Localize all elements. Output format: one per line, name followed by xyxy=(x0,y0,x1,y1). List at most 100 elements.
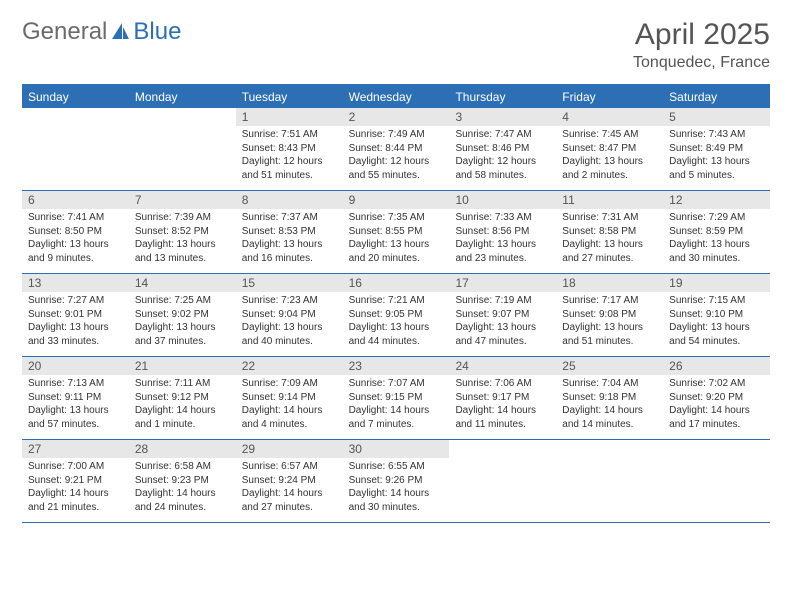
sunset-text: Sunset: 8:56 PM xyxy=(455,225,550,239)
sunset-text: Sunset: 8:49 PM xyxy=(669,142,764,156)
sunrise-text: Sunrise: 7:51 AM xyxy=(242,128,337,142)
calendar-day: 26Sunrise: 7:02 AMSunset: 9:20 PMDayligh… xyxy=(663,357,770,439)
daylight-text: Daylight: 12 hours and 51 minutes. xyxy=(242,155,337,182)
sunset-text: Sunset: 8:44 PM xyxy=(349,142,444,156)
calendar-day: 23Sunrise: 7:07 AMSunset: 9:15 PMDayligh… xyxy=(343,357,450,439)
calendar-day: 1Sunrise: 7:51 AMSunset: 8:43 PMDaylight… xyxy=(236,108,343,190)
calendar-day: 12Sunrise: 7:29 AMSunset: 8:59 PMDayligh… xyxy=(663,191,770,273)
sunrise-text: Sunrise: 7:25 AM xyxy=(135,294,230,308)
day-detail: Sunrise: 7:43 AMSunset: 8:49 PMDaylight:… xyxy=(663,126,770,182)
day-detail: Sunrise: 7:13 AMSunset: 9:11 PMDaylight:… xyxy=(22,375,129,431)
day-detail: Sunrise: 7:47 AMSunset: 8:46 PMDaylight:… xyxy=(449,126,556,182)
day-detail: Sunrise: 7:29 AMSunset: 8:59 PMDaylight:… xyxy=(663,209,770,265)
day-detail: Sunrise: 7:02 AMSunset: 9:20 PMDaylight:… xyxy=(663,375,770,431)
sunrise-text: Sunrise: 7:09 AM xyxy=(242,377,337,391)
day-number: 14 xyxy=(129,274,236,292)
day-detail: Sunrise: 7:04 AMSunset: 9:18 PMDaylight:… xyxy=(556,375,663,431)
day-number: 6 xyxy=(22,191,129,209)
sunset-text: Sunset: 8:55 PM xyxy=(349,225,444,239)
day-number: 15 xyxy=(236,274,343,292)
day-detail: Sunrise: 7:37 AMSunset: 8:53 PMDaylight:… xyxy=(236,209,343,265)
daylight-text: Daylight: 13 hours and 30 minutes. xyxy=(669,238,764,265)
sunrise-text: Sunrise: 7:21 AM xyxy=(349,294,444,308)
sunrise-text: Sunrise: 7:31 AM xyxy=(562,211,657,225)
sunset-text: Sunset: 9:05 PM xyxy=(349,308,444,322)
sunset-text: Sunset: 8:43 PM xyxy=(242,142,337,156)
daylight-text: Daylight: 14 hours and 7 minutes. xyxy=(349,404,444,431)
daylight-text: Daylight: 13 hours and 16 minutes. xyxy=(242,238,337,265)
sunset-text: Sunset: 8:50 PM xyxy=(28,225,123,239)
sunset-text: Sunset: 9:26 PM xyxy=(349,474,444,488)
calendar-day: 22Sunrise: 7:09 AMSunset: 9:14 PMDayligh… xyxy=(236,357,343,439)
sunset-text: Sunset: 8:59 PM xyxy=(669,225,764,239)
day-header: Tuesday xyxy=(236,86,343,108)
daylight-text: Daylight: 14 hours and 27 minutes. xyxy=(242,487,337,514)
day-number: 2 xyxy=(343,108,450,126)
sunrise-text: Sunrise: 7:13 AM xyxy=(28,377,123,391)
daylight-text: Daylight: 13 hours and 44 minutes. xyxy=(349,321,444,348)
day-detail: Sunrise: 7:17 AMSunset: 9:08 PMDaylight:… xyxy=(556,292,663,348)
sunrise-text: Sunrise: 7:41 AM xyxy=(28,211,123,225)
day-detail: Sunrise: 7:25 AMSunset: 9:02 PMDaylight:… xyxy=(129,292,236,348)
sunrise-text: Sunrise: 7:35 AM xyxy=(349,211,444,225)
calendar-day-empty xyxy=(556,440,663,522)
sunset-text: Sunset: 9:11 PM xyxy=(28,391,123,405)
page-header: General Blue April 2025 Tonquedec, Franc… xyxy=(22,18,770,72)
day-detail: Sunrise: 7:31 AMSunset: 8:58 PMDaylight:… xyxy=(556,209,663,265)
daylight-text: Daylight: 13 hours and 20 minutes. xyxy=(349,238,444,265)
daylight-text: Daylight: 13 hours and 47 minutes. xyxy=(455,321,550,348)
calendar-week: 6 Sunrise: 7:41 AMSunset: 8:50 PM Daylight… xyxy=(22,191,770,274)
day-detail: Sunrise: 6:58 AMSunset: 9:23 PMDaylight:… xyxy=(129,458,236,514)
sunrise-text: Sunrise: 7:07 AM xyxy=(349,377,444,391)
calendar-day: 7Sunrise: 7:39 AMSunset: 8:52 PMDaylight… xyxy=(129,191,236,273)
day-detail: Sunrise: 7:39 AMSunset: 8:52 PMDaylight:… xyxy=(129,209,236,265)
title-block: April 2025 Tonquedec, France xyxy=(633,18,770,72)
calendar-day: 27Sunrise: 7:00 AMSunset: 9:21 PMDayligh… xyxy=(22,440,129,522)
calendar-day: 8Sunrise: 7:37 AMSunset: 8:53 PMDaylight… xyxy=(236,191,343,273)
calendar-page: General Blue April 2025 Tonquedec, Franc… xyxy=(0,0,792,523)
day-number: 30 xyxy=(343,440,450,458)
day-detail: Sunrise: 7:51 AMSunset: 8:43 PMDaylight:… xyxy=(236,126,343,182)
sunset-text: Sunset: 9:02 PM xyxy=(135,308,230,322)
day-number: 16 xyxy=(343,274,450,292)
day-number: 13 xyxy=(22,274,129,292)
day-header: Saturday xyxy=(663,86,770,108)
calendar-day: 3Sunrise: 7:47 AMSunset: 8:46 PMDaylight… xyxy=(449,108,556,190)
day-number: 1 xyxy=(236,108,343,126)
day-number: 5 xyxy=(663,108,770,126)
sunrise-text: Sunrise: 6:55 AM xyxy=(349,460,444,474)
calendar-week: 1Sunrise: 7:51 AMSunset: 8:43 PMDaylight… xyxy=(22,108,770,191)
day-number: 23 xyxy=(343,357,450,375)
daylight-text: Daylight: 13 hours and 5 minutes. xyxy=(669,155,764,182)
sunrise-text: Sunrise: 7:33 AM xyxy=(455,211,550,225)
calendar-day: 19Sunrise: 7:15 AMSunset: 9:10 PMDayligh… xyxy=(663,274,770,356)
calendar-day: 10Sunrise: 7:33 AMSunset: 8:56 PMDayligh… xyxy=(449,191,556,273)
calendar-day: 16 Sunrise: 7:21 AMSunset: 9:05 PMDayligh… xyxy=(343,274,450,356)
daylight-text: Daylight: 12 hours and 55 minutes. xyxy=(349,155,444,182)
day-header: Monday xyxy=(129,86,236,108)
sunset-text: Sunset: 9:20 PM xyxy=(669,391,764,405)
sunrise-text: Sunrise: 7:47 AM xyxy=(455,128,550,142)
daylight-text: Daylight: 13 hours and 2 minutes. xyxy=(562,155,657,182)
day-number: 28 xyxy=(129,440,236,458)
page-title: April 2025 xyxy=(633,18,770,52)
calendar-day-empty xyxy=(663,440,770,522)
day-number: 19 xyxy=(663,274,770,292)
calendar-week: 13Sunrise: 7:27 AMSunset: 9:01 PMDayligh… xyxy=(22,274,770,357)
sunrise-text: Sunrise: 7:15 AM xyxy=(669,294,764,308)
sunset-text: Sunset: 9:04 PM xyxy=(242,308,337,322)
day-detail: Sunrise: 7:15 AMSunset: 9:10 PMDaylight:… xyxy=(663,292,770,348)
day-header: Thursday xyxy=(449,86,556,108)
calendar-day: 24Sunrise: 7:06 AMSunset: 9:17 PMDayligh… xyxy=(449,357,556,439)
calendar-day: 18Sunrise: 7:17 AMSunset: 9:08 PMDayligh… xyxy=(556,274,663,356)
calendar-day: 20Sunrise: 7:13 AMSunset: 9:11 PMDayligh… xyxy=(22,357,129,439)
sunset-text: Sunset: 8:46 PM xyxy=(455,142,550,156)
sunset-text: Sunset: 9:24 PM xyxy=(242,474,337,488)
day-number: 4 xyxy=(556,108,663,126)
calendar-day: 14Sunrise: 7:25 AMSunset: 9:02 PMDayligh… xyxy=(129,274,236,356)
daylight-text: Daylight: 14 hours and 24 minutes. xyxy=(135,487,230,514)
day-number: 26 xyxy=(663,357,770,375)
day-number: 3 xyxy=(449,108,556,126)
daylight-text: Daylight: 14 hours and 21 minutes. xyxy=(28,487,123,514)
sunset-text: Sunset: 9:14 PM xyxy=(242,391,337,405)
